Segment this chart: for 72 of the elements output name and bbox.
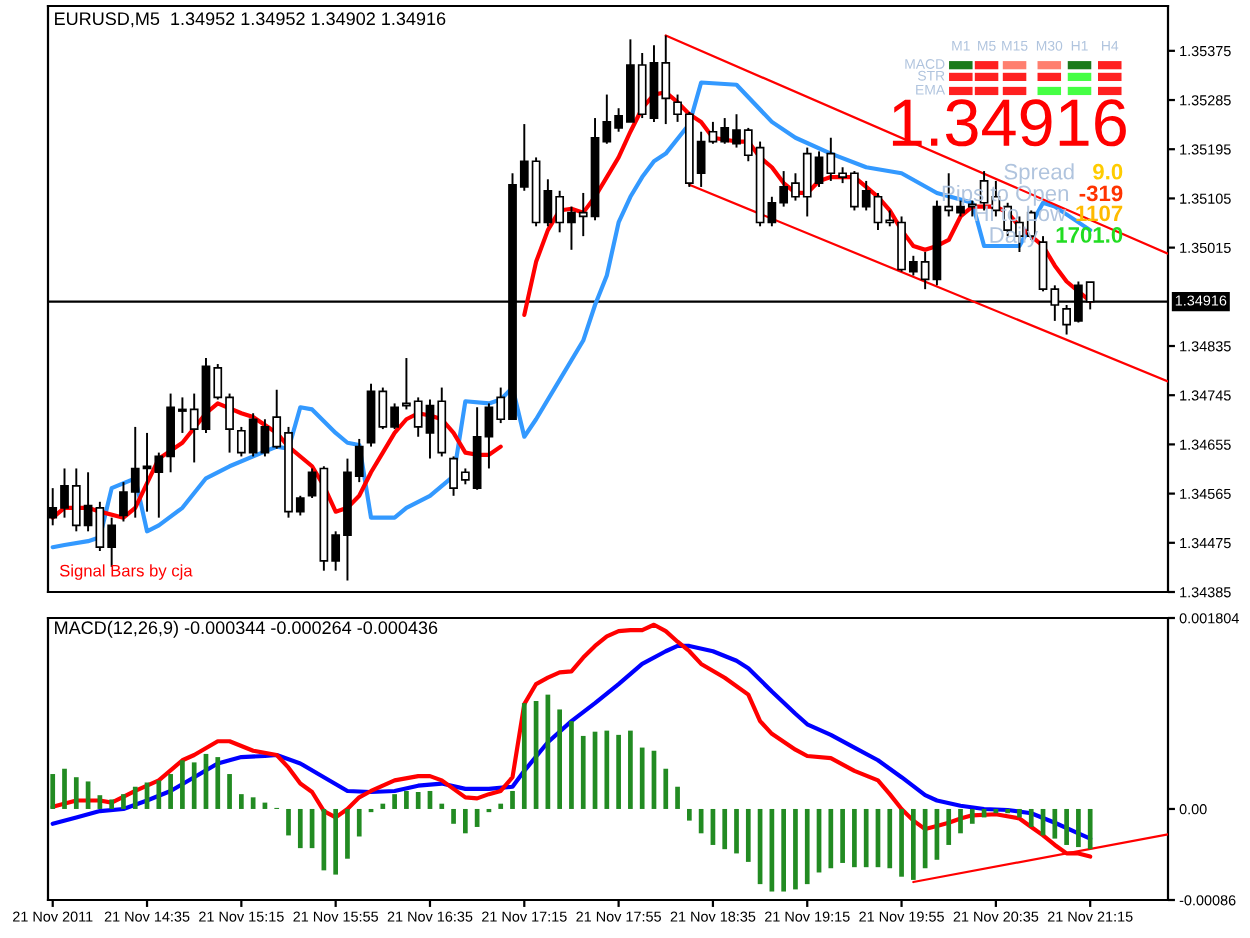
bar	[521, 703, 527, 809]
bar	[722, 808, 728, 850]
bar	[191, 762, 197, 809]
bar	[686, 808, 692, 821]
annotation: Spread	[1004, 163, 1074, 184]
bar	[50, 774, 56, 809]
bar	[840, 808, 845, 863]
bar	[1017, 808, 1022, 818]
bar	[910, 808, 916, 880]
bar	[227, 774, 232, 809]
bar	[404, 790, 409, 809]
line-series	[50, 643, 1093, 841]
bar	[109, 799, 115, 809]
bar	[958, 808, 963, 834]
bar	[580, 735, 586, 809]
chart-title: EURUSD,M5 1.34952 1.34952 1.34902 1.34916	[55, 12, 446, 28]
bar	[121, 794, 126, 809]
bar	[451, 808, 456, 824]
bar	[392, 794, 397, 809]
annotation: Signal Bars by cja	[59, 564, 193, 580]
bar	[946, 808, 952, 845]
bar	[734, 808, 739, 854]
bar	[628, 730, 633, 809]
bar	[675, 786, 680, 809]
bar	[1005, 808, 1011, 814]
bar	[132, 786, 138, 809]
bar	[793, 808, 798, 890]
bar	[356, 808, 362, 837]
bar	[462, 808, 468, 834]
bar	[333, 808, 339, 875]
bar	[73, 777, 79, 809]
bar	[238, 794, 244, 809]
bar	[604, 730, 610, 809]
annotation: 9.0	[1093, 163, 1123, 180]
bar	[415, 792, 421, 809]
bar	[852, 808, 857, 868]
bar	[899, 808, 904, 877]
bar	[663, 768, 669, 809]
bar	[1076, 808, 1081, 848]
bar	[498, 803, 504, 809]
bar	[168, 774, 173, 809]
annotation: 1701.0	[1056, 227, 1123, 243]
candlestick	[307, 467, 317, 499]
bar	[510, 790, 515, 809]
bar	[887, 808, 893, 869]
bar	[215, 757, 221, 809]
bar	[439, 803, 445, 809]
annotation: 1107	[1076, 205, 1123, 222]
bar	[1064, 808, 1069, 845]
bar	[1028, 808, 1034, 827]
bar	[286, 808, 291, 836]
bar	[156, 780, 162, 809]
bar	[1052, 808, 1058, 839]
bar	[969, 808, 975, 824]
bar	[380, 803, 386, 809]
bar	[180, 760, 185, 809]
bar	[828, 808, 834, 869]
bar	[557, 709, 563, 809]
bar	[863, 808, 869, 868]
bar	[62, 768, 67, 809]
bar	[639, 747, 645, 809]
annotation: -319	[1079, 185, 1123, 202]
bar	[745, 808, 751, 862]
bar	[297, 808, 303, 849]
bar	[569, 721, 574, 809]
bar	[781, 808, 787, 892]
bar	[1087, 808, 1093, 850]
annotation: 1.34916	[892, 99, 1126, 147]
bar	[345, 808, 350, 859]
chart-title: MACD(12,26,9) -0.000344 -0.000264 -0.000436	[55, 620, 438, 638]
bar	[616, 734, 621, 809]
bar	[804, 808, 810, 885]
